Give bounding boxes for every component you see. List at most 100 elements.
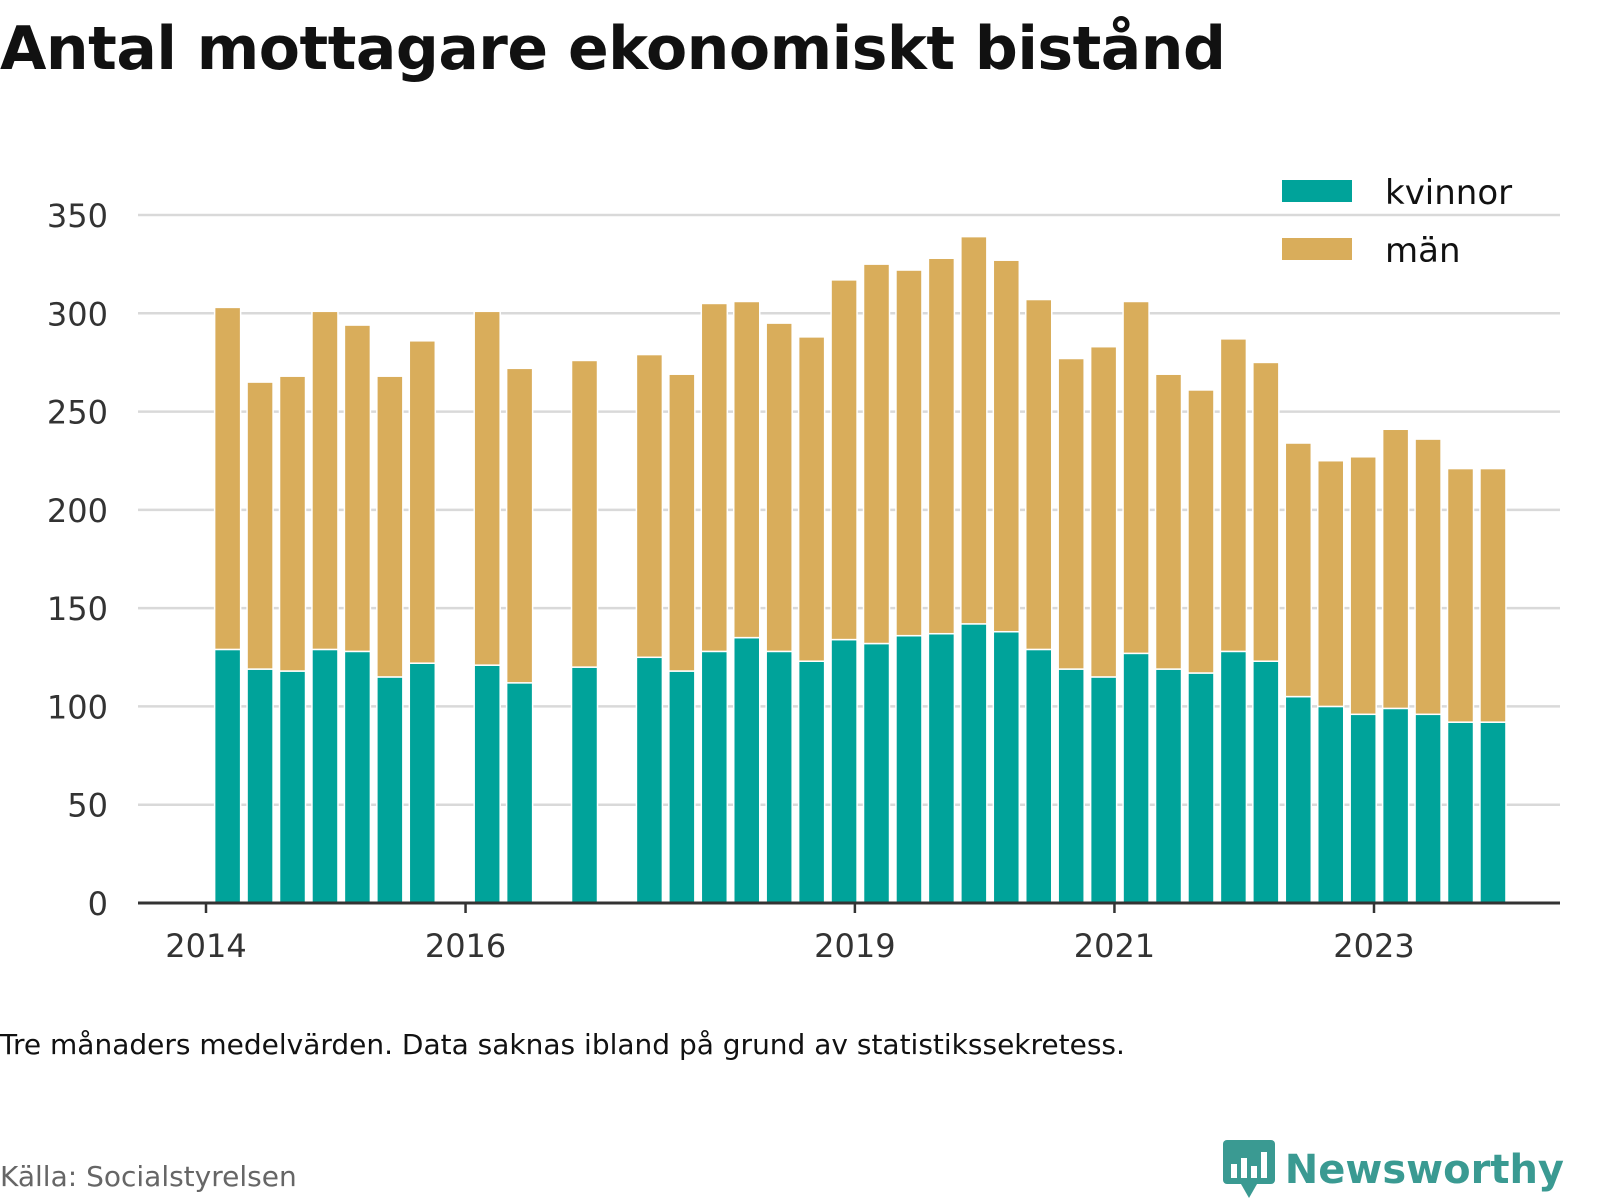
y-tick-label: 0 [88,885,108,923]
bar-man [1414,438,1442,716]
bar-kvinnor [213,648,242,904]
bar-man [505,367,534,684]
bar-man [1154,373,1183,670]
bar-kvinnor [278,670,307,904]
bar-man [213,306,242,651]
bar-kvinnor [505,682,534,904]
y-tick-label: 50 [67,787,108,825]
bar-man [343,324,372,653]
bar-kvinnor [1349,713,1377,904]
bar-man [992,259,1021,633]
bar-kvinnor [376,676,404,904]
bar-kvinnor [1154,668,1183,904]
x-axis: 2014 2016 2019 2021 2023 [138,901,1560,965]
y-tick-label: 200 [47,492,108,530]
bar-kvinnor [862,642,891,904]
bar-man [1024,298,1053,651]
y-axis-tick-labels: 0 50 100 150 200 250 300 350 [47,197,108,923]
bar-man [862,263,891,645]
y-tick-label: 100 [47,688,108,726]
bar-man [1316,459,1345,708]
newsworthy-chart-bubble-icon [1222,1140,1275,1198]
bar-man [1219,338,1248,653]
bar-kvinnor [1219,650,1248,904]
bar-kvinnor [927,632,956,904]
bar-kvinnor [408,662,437,904]
bar-kvinnor [635,656,664,904]
chart-note: Tre månaders medelvärden. Data saknas ib… [0,1028,1125,1061]
bar-kvinnor [668,670,696,904]
bar-kvinnor [570,666,599,904]
bar-kvinnor [1057,668,1085,904]
bar-man [960,235,988,625]
bar-kvinnor [343,650,372,904]
bar-man [1089,345,1118,678]
bar-man [1252,361,1280,662]
x-tick-label: 2016 [425,927,506,965]
bar-man [1479,467,1507,723]
bar-kvinnor [830,638,858,904]
bar-man [1057,357,1085,670]
y-tick-label: 350 [47,197,108,235]
source-credit: Källa: Socialstyrelsen [0,1160,297,1193]
bar-man [700,302,729,653]
bar-man [732,300,761,639]
y-tick-label: 150 [47,590,108,628]
bar-kvinnor [1446,721,1475,904]
bar-man [1349,456,1377,716]
bar-kvinnor [1381,707,1410,904]
bar-kvinnor [1284,695,1313,904]
chart-title: Antal mottagare ekonomiskt bistånd [0,14,1226,84]
bar-kvinnor [765,650,793,904]
legend-swatch-kvinnor [1282,180,1352,202]
bar-man [473,310,501,666]
brand-logo[interactable]: Newsworthy [1222,1140,1564,1200]
x-tick-label: 2023 [1333,927,1414,965]
bar-man [830,279,858,641]
bar-man [635,353,664,659]
bar-kvinnor [1252,660,1280,904]
bar-man [246,381,274,670]
bar-kvinnor [960,623,988,904]
x-tick-label: 2014 [165,927,246,965]
bar-kvinnor [473,664,501,904]
bar-kvinnor [1024,648,1053,904]
bar-kvinnor [732,636,761,904]
y-tick-label: 250 [47,394,108,432]
bar-kvinnor [1479,721,1507,904]
bars [213,235,1507,904]
bar-kvinnor [895,634,923,904]
bar-man [765,322,793,653]
bar-man [895,269,923,637]
bar-kvinnor [992,630,1021,904]
bar-man [570,359,599,668]
bar-kvinnor [797,660,826,904]
bar-kvinnor [1187,672,1215,904]
x-tick-label: 2021 [1074,927,1155,965]
bar-man [927,257,956,635]
brand-name: Newsworthy [1284,1147,1564,1193]
bar-kvinnor [700,650,729,904]
bar-man [1381,428,1410,710]
bar-kvinnor [246,668,274,904]
bar-man [1187,389,1215,674]
bar-man [797,336,826,662]
bar-man [1446,467,1475,723]
bar-kvinnor [1089,676,1118,904]
bar-kvinnor [1316,705,1345,904]
bar-man [278,375,307,672]
legend-label-kvinnor[interactable]: kvinnor [1385,173,1512,213]
bar-man [1122,300,1150,655]
legend: kvinnor män [1282,173,1512,271]
bar-man [376,375,404,678]
bar-man [311,310,339,651]
bar-man [1284,442,1313,698]
bar-kvinnor [311,648,339,904]
bar-kvinnor [1122,652,1150,904]
legend-label-man[interactable]: män [1385,231,1461,271]
bar-man [408,340,437,664]
bar-man [668,373,696,672]
y-tick-label: 300 [47,295,108,333]
x-tick-label: 2019 [814,927,895,965]
